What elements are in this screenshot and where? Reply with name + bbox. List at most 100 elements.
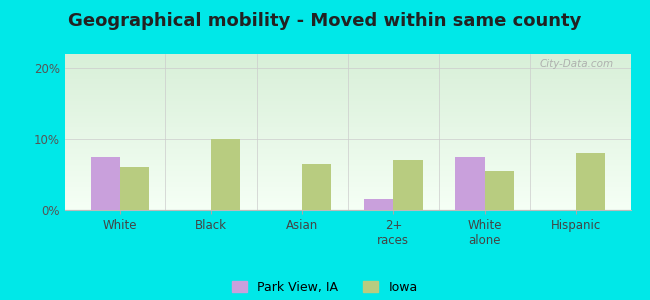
Bar	[120, 167, 149, 210]
Bar	[65, 149, 630, 151]
Bar	[65, 96, 630, 98]
Bar	[65, 56, 630, 57]
Bar	[65, 134, 630, 135]
Bar	[65, 70, 630, 71]
Bar	[65, 59, 630, 60]
Bar	[65, 110, 630, 112]
Bar	[65, 94, 630, 96]
Bar	[65, 146, 630, 148]
Bar	[65, 99, 630, 101]
Bar	[65, 67, 630, 68]
Bar	[65, 176, 630, 177]
Bar	[65, 88, 630, 90]
Bar	[65, 157, 630, 158]
Bar	[65, 113, 630, 115]
Bar	[65, 85, 630, 87]
Bar	[65, 138, 630, 140]
Bar	[65, 140, 630, 141]
Bar	[65, 119, 630, 121]
Bar	[65, 62, 630, 63]
Bar	[65, 143, 630, 145]
Bar	[65, 184, 630, 185]
Bar	[65, 130, 630, 132]
Bar	[65, 182, 630, 184]
Bar	[65, 205, 630, 207]
Bar	[65, 204, 630, 205]
Bar	[65, 84, 630, 85]
Bar	[65, 123, 630, 124]
Legend: Park View, IA, Iowa: Park View, IA, Iowa	[233, 281, 417, 294]
Bar	[65, 169, 630, 171]
Bar	[302, 164, 332, 210]
Bar	[65, 202, 630, 204]
Bar	[65, 109, 630, 110]
Bar	[65, 121, 630, 123]
Bar	[65, 160, 630, 162]
Bar	[65, 187, 630, 188]
Bar	[65, 116, 630, 118]
Bar	[65, 65, 630, 67]
Text: City-Data.com: City-Data.com	[540, 59, 614, 69]
Bar	[65, 102, 630, 104]
Bar	[456, 157, 484, 210]
Bar	[65, 155, 630, 157]
Bar	[65, 165, 630, 166]
Bar	[65, 74, 630, 76]
Bar	[65, 118, 630, 119]
Bar	[65, 127, 630, 129]
Bar	[65, 87, 630, 88]
Bar	[65, 145, 630, 146]
Bar	[65, 163, 630, 165]
Bar	[484, 171, 514, 210]
Bar	[65, 63, 630, 65]
Bar	[65, 107, 630, 109]
Bar	[65, 191, 630, 193]
Bar	[65, 77, 630, 79]
Bar	[576, 153, 605, 210]
Bar	[65, 106, 630, 107]
Bar	[65, 199, 630, 201]
Bar	[65, 180, 630, 182]
Bar	[65, 179, 630, 180]
Bar	[65, 188, 630, 190]
Bar	[65, 135, 630, 137]
Bar	[65, 129, 630, 130]
Bar	[65, 197, 630, 199]
Bar	[65, 207, 630, 208]
Bar	[65, 98, 630, 99]
Bar	[65, 152, 630, 154]
Bar	[65, 174, 630, 176]
Bar	[65, 60, 630, 62]
Bar	[65, 141, 630, 143]
Bar	[65, 124, 630, 126]
Bar	[65, 92, 630, 93]
Bar	[65, 76, 630, 77]
Text: Geographical mobility - Moved within same county: Geographical mobility - Moved within sam…	[68, 12, 582, 30]
Bar	[65, 132, 630, 134]
Bar	[65, 148, 630, 149]
Bar	[65, 79, 630, 80]
Bar	[65, 190, 630, 191]
Bar	[65, 93, 630, 94]
Bar	[65, 196, 630, 197]
Bar	[65, 158, 630, 160]
Bar	[65, 68, 630, 70]
Bar	[65, 171, 630, 172]
Bar	[65, 80, 630, 82]
Bar	[211, 139, 240, 210]
Bar	[65, 71, 630, 73]
Bar	[65, 82, 630, 84]
Bar	[65, 201, 630, 202]
Bar	[65, 101, 630, 102]
Bar	[65, 194, 630, 196]
Bar	[364, 200, 393, 210]
Bar	[65, 137, 630, 138]
Bar	[65, 154, 630, 155]
Bar	[65, 90, 630, 92]
Bar	[65, 115, 630, 116]
Bar	[65, 172, 630, 174]
Bar	[65, 185, 630, 187]
Bar	[65, 57, 630, 59]
Bar	[65, 166, 630, 168]
Bar	[65, 162, 630, 163]
